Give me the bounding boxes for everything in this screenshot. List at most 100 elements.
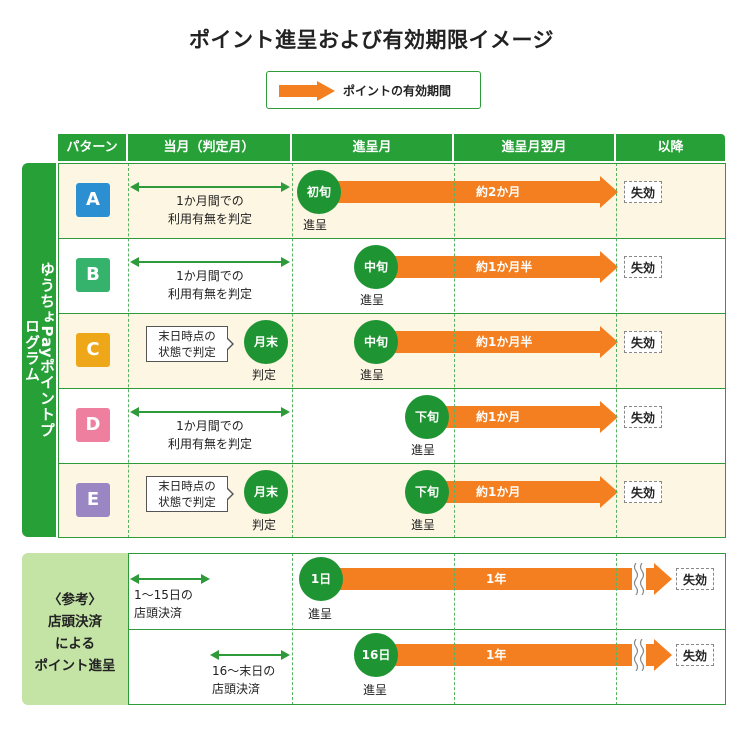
reference-expire-label: 失効: [676, 644, 714, 666]
reference-side-label: 〈参考〉 店頭決済 による ポイント進呈: [22, 553, 128, 705]
grant-circle: 初旬: [297, 170, 341, 214]
validity-arrow-shaft: [384, 331, 600, 353]
column-divider: [292, 163, 293, 538]
program-side-text: ゆうちょPayポイントプログラム: [23, 261, 56, 439]
judge-period-arrow: [130, 407, 290, 417]
judge-period-arrow: [130, 257, 290, 267]
judge-callout: 末日時点の 状態で判定: [146, 476, 234, 512]
pattern-table-frame: [58, 163, 726, 538]
reference-validity-arrow: [384, 639, 672, 671]
validity-period-label: 約1か月半: [476, 260, 533, 274]
grant-circle: 下旬: [405, 395, 449, 439]
judge-text: 1か月間での 利用有無を判定: [167, 419, 252, 451]
validity-arrow-head: [600, 251, 618, 283]
pattern-badge: D: [76, 408, 110, 442]
program-side-label: ゆうちょPayポイントプログラム: [22, 163, 56, 537]
range-text: 1～15日の 店頭決済: [134, 588, 193, 620]
header-pattern: パターン: [58, 134, 126, 161]
column-divider: [454, 163, 455, 538]
grant-sub-label: 進呈: [303, 218, 328, 232]
judge-sub-label: 判定: [252, 368, 277, 382]
reference-validity-arrow-shaft: [384, 644, 654, 666]
validity-period-label: 約2か月: [476, 185, 521, 199]
reference-grant-sub-label: 進呈: [308, 607, 333, 621]
reference-period-label: 1年: [486, 572, 507, 586]
grant-circle: 中旬: [354, 245, 398, 289]
validity-arrow-shaft: [384, 256, 600, 278]
column-divider: [616, 163, 617, 538]
reference-validity-arrow-head: [654, 639, 672, 671]
range-arrow: [130, 574, 210, 584]
reference-side-text: 〈参考〉 店頭決済 による ポイント進呈: [34, 592, 116, 674]
reference-band: [128, 629, 726, 705]
reference-validity-arrow: [329, 563, 672, 595]
expire-label: 失効: [624, 406, 662, 428]
range-arrow: [210, 650, 290, 660]
validity-arrow-shaft: [435, 406, 600, 428]
reference-table-frame: [128, 553, 726, 705]
reference-validity-arrow-shaft: [329, 568, 654, 590]
judge-sub-label: 判定: [252, 518, 277, 532]
month-end-circle: 月末: [244, 320, 288, 364]
reference-expire-label: 失効: [676, 568, 714, 590]
expire-label: 失効: [624, 256, 662, 278]
validity-arrow-head: [600, 401, 618, 433]
header-next-month: 進呈月翌月: [454, 134, 614, 161]
legend-label: ポイントの有効期間: [343, 84, 452, 98]
grant-circle: 下旬: [405, 470, 449, 514]
row-divider: [58, 238, 725, 239]
reference-band: [128, 553, 726, 629]
row-divider: [58, 463, 725, 464]
validity-period-label: 約1か月: [476, 410, 521, 424]
grant-circle: 中旬: [354, 320, 398, 364]
validity-arrow: [435, 476, 618, 508]
judge-text: 1か月間での 利用有無を判定: [167, 269, 252, 301]
expire-label: 失効: [624, 181, 662, 203]
legend-arrow-icon: [279, 81, 335, 101]
grant-sub-label: 進呈: [360, 293, 385, 307]
validity-arrow: [327, 176, 618, 208]
header-current-month: 当月（判定月）: [128, 134, 290, 161]
page-title: ポイント進呈および有効期限イメージ: [188, 28, 555, 52]
validity-arrow: [435, 401, 618, 433]
legend: ポイントの有効期間: [266, 71, 481, 109]
validity-arrow-head: [600, 476, 618, 508]
reference-validity-arrow-head: [654, 563, 672, 595]
header-after: 以降: [616, 134, 725, 161]
reference-grant-sub-label: 進呈: [363, 683, 388, 697]
row-divider: [58, 388, 725, 389]
reference-column-divider: [616, 553, 617, 705]
grant-sub-label: 進呈: [360, 368, 385, 382]
validity-period-label: 約1か月: [476, 485, 521, 499]
validity-arrow-head: [600, 326, 618, 358]
reference-column-divider: [454, 553, 455, 705]
validity-period-label: 約1か月半: [476, 335, 533, 349]
validity-arrow: [384, 326, 618, 358]
expire-label: 失効: [624, 331, 662, 353]
reference-column-divider: [292, 553, 293, 705]
row-divider: [58, 313, 725, 314]
pattern-badge: B: [76, 258, 110, 292]
break-mark-icon: [632, 638, 646, 672]
grant-sub-label: 進呈: [411, 518, 436, 532]
validity-arrow: [384, 251, 618, 283]
expire-label: 失効: [624, 481, 662, 503]
month-end-circle: 月末: [244, 470, 288, 514]
reference-divider: [128, 629, 726, 630]
validity-arrow-shaft: [435, 481, 600, 503]
pattern-badge: C: [76, 333, 110, 367]
judge-text: 1か月間での 利用有無を判定: [167, 194, 252, 226]
reference-period-label: 1年: [486, 648, 507, 662]
pattern-badge: A: [76, 183, 110, 217]
reference-grant-circle: 16日: [354, 633, 398, 677]
pattern-badge: E: [76, 483, 110, 517]
validity-arrow-head: [600, 176, 618, 208]
column-divider: [128, 163, 129, 538]
header-grant-month: 進呈月: [292, 134, 452, 161]
judge-callout: 末日時点の 状態で判定: [146, 326, 234, 362]
break-mark-icon: [632, 562, 646, 596]
range-text: 16～末日の 店頭決済: [212, 664, 276, 696]
grant-sub-label: 進呈: [411, 443, 436, 457]
reference-grant-circle: 1日: [299, 557, 343, 601]
